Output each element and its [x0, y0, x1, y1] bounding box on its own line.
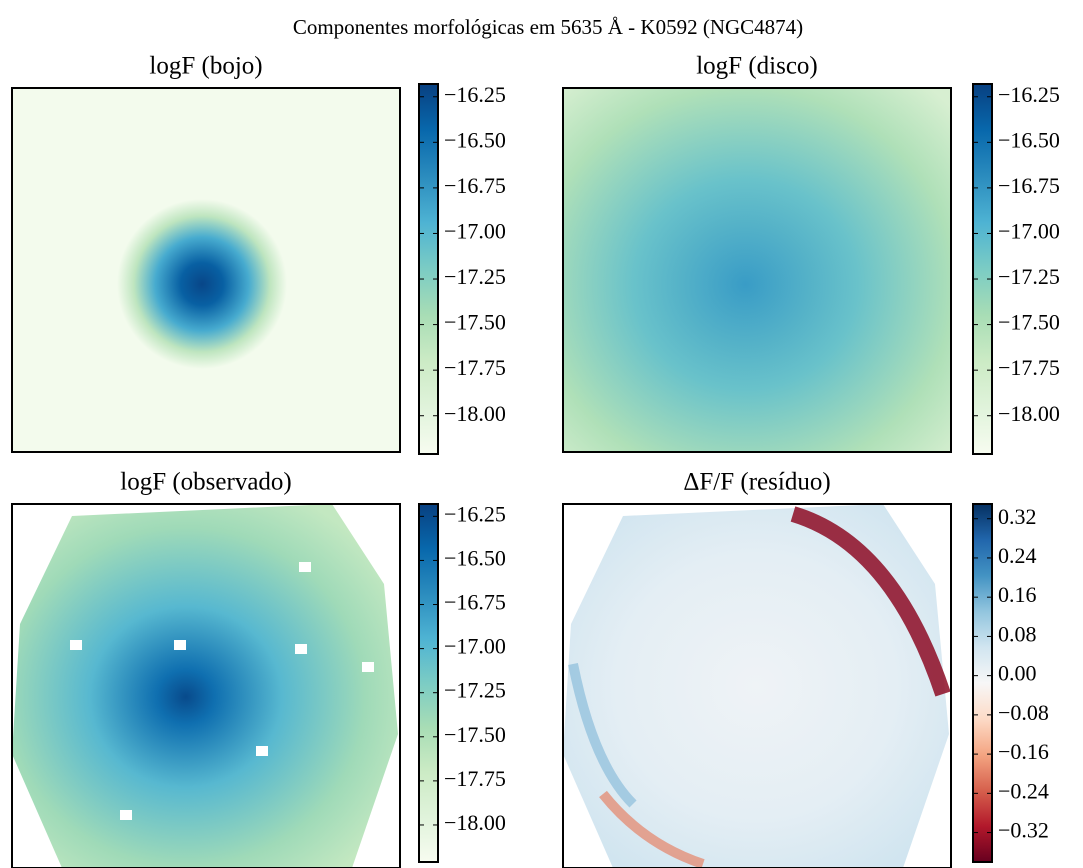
colorbar-tick-label: −16.25: [444, 82, 506, 107]
colorbar-tick-label: 0.00: [998, 661, 1037, 686]
image-frame: [11, 503, 401, 868]
colorbar-tick-label: −16.25: [998, 82, 1060, 107]
residual-feature: [568, 663, 637, 808]
colorbar-tick-label: −18.00: [444, 810, 506, 835]
panel-title: logF (disco): [696, 53, 818, 80]
residual-feature: [599, 790, 705, 868]
residual-feature: [790, 506, 951, 697]
image-frame: [562, 87, 952, 453]
colorbar-tick-label: −16.75: [444, 173, 506, 198]
colorbar-tick-label: −17.00: [444, 219, 506, 244]
colorbar-tick-label: 0.24: [998, 543, 1037, 568]
figure-title: Componentes morfológicas em 5635 Å - K05…: [293, 15, 803, 39]
colorbar: [972, 83, 993, 455]
colorbar-tick-label: −17.50: [998, 310, 1060, 335]
masked-pixel: [174, 640, 186, 650]
colorbar: [418, 83, 439, 455]
colorbar-tick-label: 0.32: [998, 504, 1037, 529]
masked-pixel: [120, 810, 132, 820]
colorbar-tick-label: −18.00: [444, 401, 506, 426]
colorbar-tick-label: −0.24: [998, 778, 1049, 803]
colorbar-tick-label: −17.25: [444, 264, 506, 289]
masked-pixel: [299, 562, 311, 572]
colorbar-tick-label: −16.50: [998, 127, 1060, 152]
colorbar-tick-label: −0.32: [998, 818, 1049, 843]
colorbar-tick-label: −17.75: [444, 355, 506, 380]
colorbar-tick-label: −0.08: [998, 700, 1049, 725]
colorbar-tick-label: −17.50: [444, 722, 506, 747]
colorbar-tick-label: −17.00: [998, 219, 1060, 244]
colorbar-tick-label: 0.08: [998, 621, 1037, 646]
colorbar-tick-label: −17.25: [998, 264, 1060, 289]
colorbar: [972, 503, 993, 863]
colorbar-tick-label: −17.75: [998, 355, 1060, 380]
masked-pixel: [70, 640, 82, 650]
bulge-image: [117, 199, 287, 369]
observed-image: [12, 504, 398, 868]
colorbar-tick-label: −16.50: [444, 127, 506, 152]
colorbar-tick-label: −17.25: [444, 678, 506, 703]
colorbar-tick-label: −16.75: [444, 590, 506, 615]
residual-image: [563, 504, 949, 868]
image-frame: [562, 503, 952, 868]
colorbar-tick-label: −17.75: [444, 766, 506, 791]
disk-image: [563, 88, 951, 452]
panel-title: logF (bojo): [149, 53, 262, 80]
panel-title: ΔF/F (resíduo): [683, 469, 830, 496]
masked-pixel: [362, 662, 374, 672]
colorbar: [418, 503, 439, 863]
image-frame: [11, 87, 401, 453]
colorbar-tick-label: −0.16: [998, 739, 1049, 764]
panel-title: logF (observado): [120, 469, 292, 496]
colorbar-tick-label: −17.50: [444, 310, 506, 335]
colorbar-tick-label: −16.75: [998, 173, 1060, 198]
masked-pixel: [256, 746, 268, 756]
masked-pixel: [295, 644, 307, 654]
colorbar-tick-label: −16.25: [444, 501, 506, 526]
colorbar-tick-label: 0.16: [998, 582, 1037, 607]
colorbar-tick-label: −16.50: [444, 545, 506, 570]
colorbar-tick-label: −18.00: [998, 401, 1060, 426]
colorbar-tick-label: −17.00: [444, 634, 506, 659]
